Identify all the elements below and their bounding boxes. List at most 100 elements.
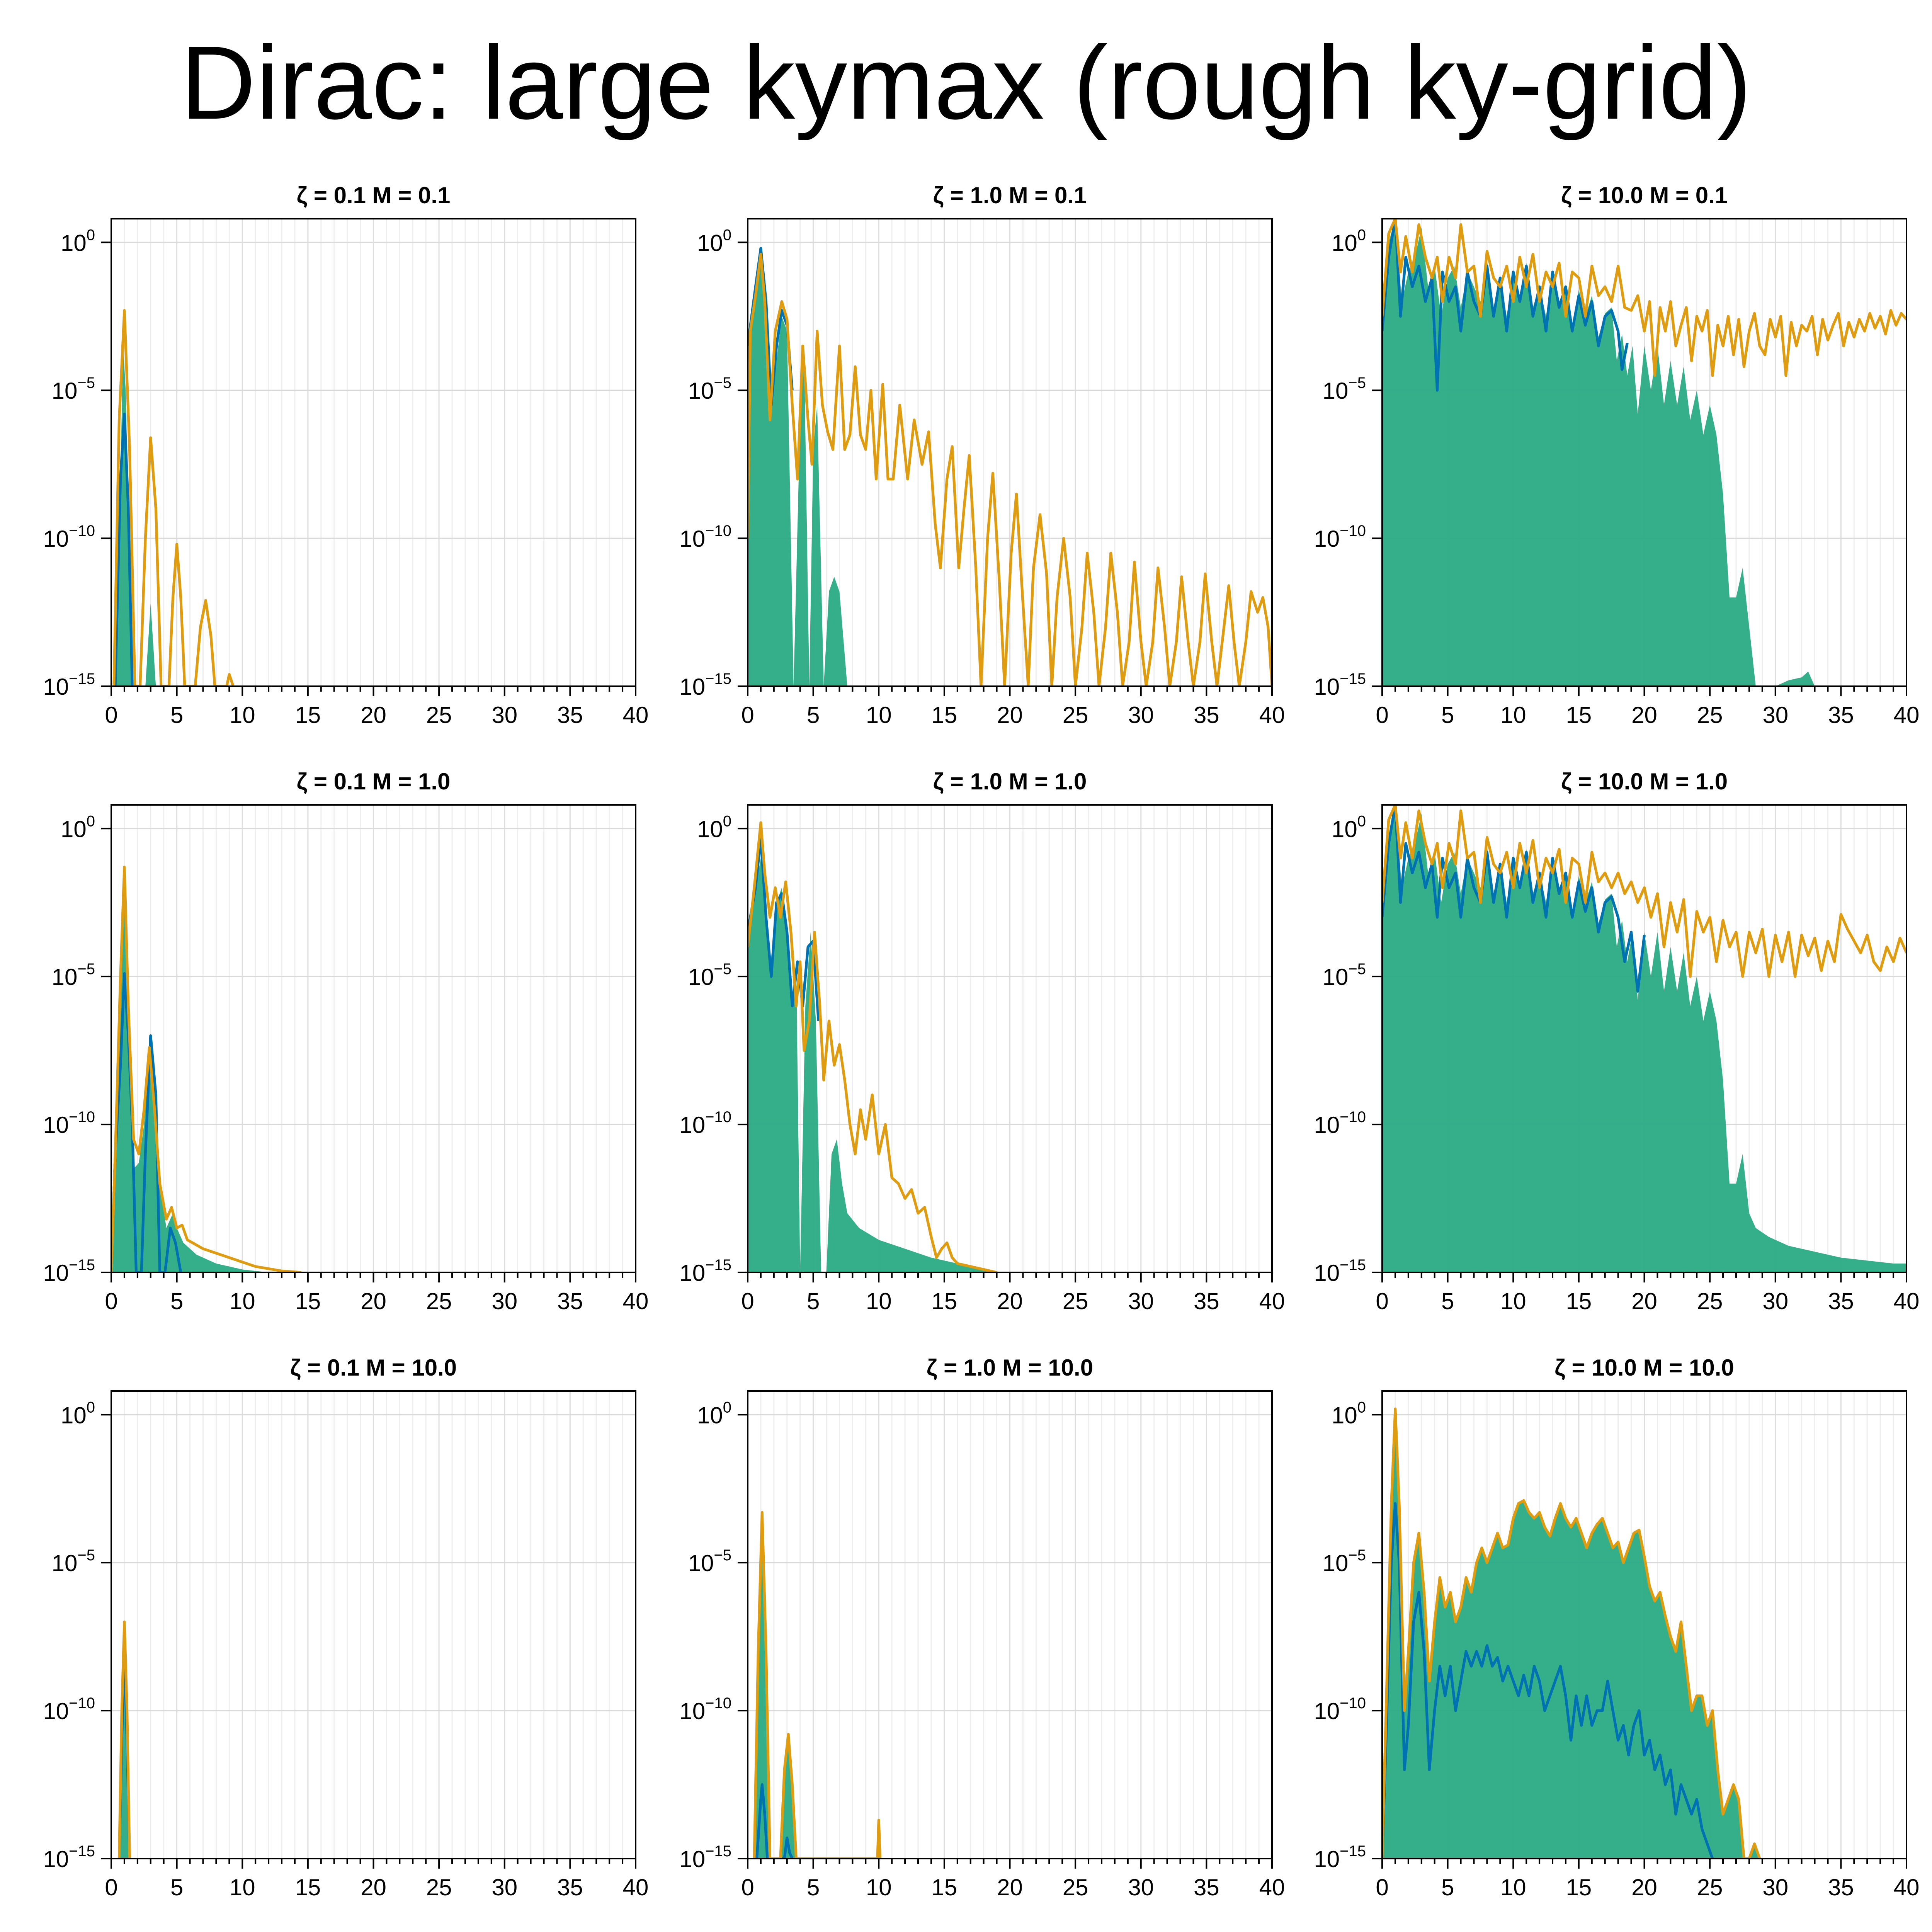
- panel-title: ζ = 10.0 M = 0.1: [1561, 182, 1728, 208]
- y-tick-label: 10−5: [52, 961, 95, 990]
- series-line-orange: [748, 253, 1272, 686]
- y-tick-label: 100: [1332, 1399, 1366, 1428]
- series-line-orange: [1382, 805, 1906, 978]
- y-tick-label: 100: [1332, 813, 1366, 842]
- x-tick-label: 15: [1566, 1288, 1592, 1314]
- x-tick-label: 30: [492, 1874, 517, 1900]
- x-tick-label: 25: [1697, 702, 1723, 728]
- y-tick-label: 10−10: [679, 1695, 731, 1724]
- x-tick-label: 35: [1828, 702, 1854, 728]
- y-tick-label: 10−15: [679, 1843, 731, 1872]
- y-tick-label: 10−5: [52, 374, 95, 404]
- y-tick-label: 10−10: [1314, 522, 1366, 552]
- x-tick-label: 25: [1063, 1288, 1088, 1314]
- panel-title: ζ = 0.1 M = 10.0: [290, 1355, 457, 1381]
- x-tick-label: 0: [741, 1288, 754, 1314]
- panel-2: 0 5 10 15 20 25 30 35 40 100 10−5 10−10 10−15 ζ = 1.0…: [679, 182, 1285, 728]
- x-tick-label: 35: [1194, 1874, 1219, 1900]
- x-tick-label: 40: [1259, 1288, 1285, 1314]
- x-tick-label: 15: [295, 702, 321, 728]
- plot-area: [1382, 1407, 1761, 1859]
- x-tick-label: 0: [741, 702, 754, 728]
- series-line-orange: [111, 866, 302, 1272]
- x-tick-label: 0: [105, 702, 117, 728]
- panel-title: ζ = 10.0 M = 10.0: [1554, 1355, 1734, 1381]
- x-tick-label: 35: [557, 702, 583, 728]
- y-tick-label: 100: [61, 813, 95, 842]
- x-tick-label: 25: [1697, 1288, 1723, 1314]
- series-line-blue: [114, 412, 134, 686]
- series-line-blue: [111, 972, 182, 1272]
- x-tick-label: 40: [1894, 1874, 1920, 1900]
- x-tick-label: 5: [807, 1874, 820, 1900]
- y-tick-label: 10−10: [1314, 1109, 1366, 1138]
- panel-title: ζ = 0.1 M = 1.0: [297, 769, 451, 794]
- y-tick-label: 10−15: [679, 670, 731, 700]
- panel-9: 0 5 10 15 20 25 30 35 40 100 10−5 10−10 10−15 ζ = 10.…: [1314, 1355, 1919, 1900]
- x-tick-label: 30: [492, 702, 517, 728]
- x-tick-label: 30: [1128, 1874, 1154, 1900]
- y-tick-label: 10−15: [43, 1843, 95, 1872]
- x-tick-label: 40: [1259, 1874, 1285, 1900]
- grid-lines: [111, 219, 636, 686]
- plot-area: [753, 1511, 882, 1859]
- y-tick-label: 10−5: [1323, 374, 1366, 404]
- fill-area: [1382, 1408, 1760, 1859]
- plot-area: [112, 309, 235, 686]
- y-tick-label: 10−10: [43, 1109, 95, 1138]
- y-tick-label: 10−15: [679, 1257, 731, 1286]
- x-tick-label: 5: [1441, 1288, 1454, 1314]
- x-tick-label: 15: [932, 1288, 957, 1314]
- y-tick-label: 10−10: [1314, 1695, 1366, 1724]
- x-tick-label: 30: [1128, 702, 1154, 728]
- x-tick-label: 10: [1500, 1288, 1526, 1314]
- y-tick-label: 10−10: [679, 1109, 731, 1138]
- x-tick-label: 15: [932, 1874, 957, 1900]
- x-tick-label: 10: [866, 1288, 892, 1314]
- grid-lines: [748, 219, 1272, 686]
- x-tick-label: 25: [426, 1288, 452, 1314]
- panel-1: 0 5 10 15 20 25 30 35 40 100 10−5 10−10 10−15 ζ = 0.1…: [43, 182, 648, 728]
- x-tick-label: 5: [1441, 1874, 1454, 1900]
- plot-area: [1382, 805, 1906, 1272]
- y-tick-label: 10−10: [43, 1695, 95, 1724]
- series-line-blue: [755, 1783, 794, 1859]
- fill-area: [1382, 805, 1906, 1272]
- x-tick-label: 15: [1566, 702, 1592, 728]
- series-line-orange: [117, 1620, 131, 1859]
- y-tick-label: 100: [697, 813, 731, 842]
- grid-lines: [748, 1391, 1272, 1859]
- x-tick-label: 10: [866, 702, 892, 728]
- x-tick-label: 5: [170, 1288, 183, 1314]
- x-tick-label: 35: [1828, 1288, 1854, 1314]
- panel-8: 0 5 10 15 20 25 30 35 40 100 10−5 10−10 10−15 ζ = 1.0…: [679, 1355, 1285, 1900]
- x-tick-label: 10: [1500, 1874, 1526, 1900]
- plot-area: [111, 866, 302, 1272]
- x-tick-label: 10: [230, 1288, 255, 1314]
- panel-6: 0 5 10 15 20 25 30 35 40 100 10−5 10−10 10−15 ζ = 10.…: [1314, 769, 1919, 1314]
- x-tick-label: 30: [492, 1288, 517, 1314]
- x-tick-label: 15: [932, 702, 957, 728]
- grid-lines: [111, 1391, 636, 1859]
- x-tick-label: 35: [1194, 1288, 1219, 1314]
- x-tick-label: 10: [866, 1874, 892, 1900]
- y-tick-label: 10−5: [688, 1547, 731, 1576]
- fill-area: [748, 257, 853, 686]
- x-tick-label: 20: [1631, 1874, 1657, 1900]
- panel-7: 0 5 10 15 20 25 30 35 40 100 10−5 10−10 10−15 ζ = 0.1…: [43, 1355, 648, 1900]
- y-tick-label: 100: [697, 226, 731, 256]
- x-tick-label: 20: [997, 1288, 1023, 1314]
- fill-area: [111, 873, 301, 1272]
- panel-3: 0 5 10 15 20 25 30 35 40 100 10−5 10−10 10−15 ζ = 10.…: [1314, 182, 1919, 728]
- series-line-blue: [1382, 805, 1646, 993]
- grid-lines: [111, 805, 636, 1272]
- fill-area: [754, 1518, 796, 1859]
- series-line-orange: [753, 1511, 882, 1859]
- x-tick-label: 35: [1828, 1874, 1854, 1900]
- x-tick-label: 25: [1697, 1874, 1723, 1900]
- series-line-orange: [1382, 1407, 1761, 1859]
- y-tick-label: 10−15: [1314, 1257, 1366, 1286]
- y-tick-label: 100: [1332, 226, 1366, 256]
- x-tick-label: 25: [1063, 702, 1088, 728]
